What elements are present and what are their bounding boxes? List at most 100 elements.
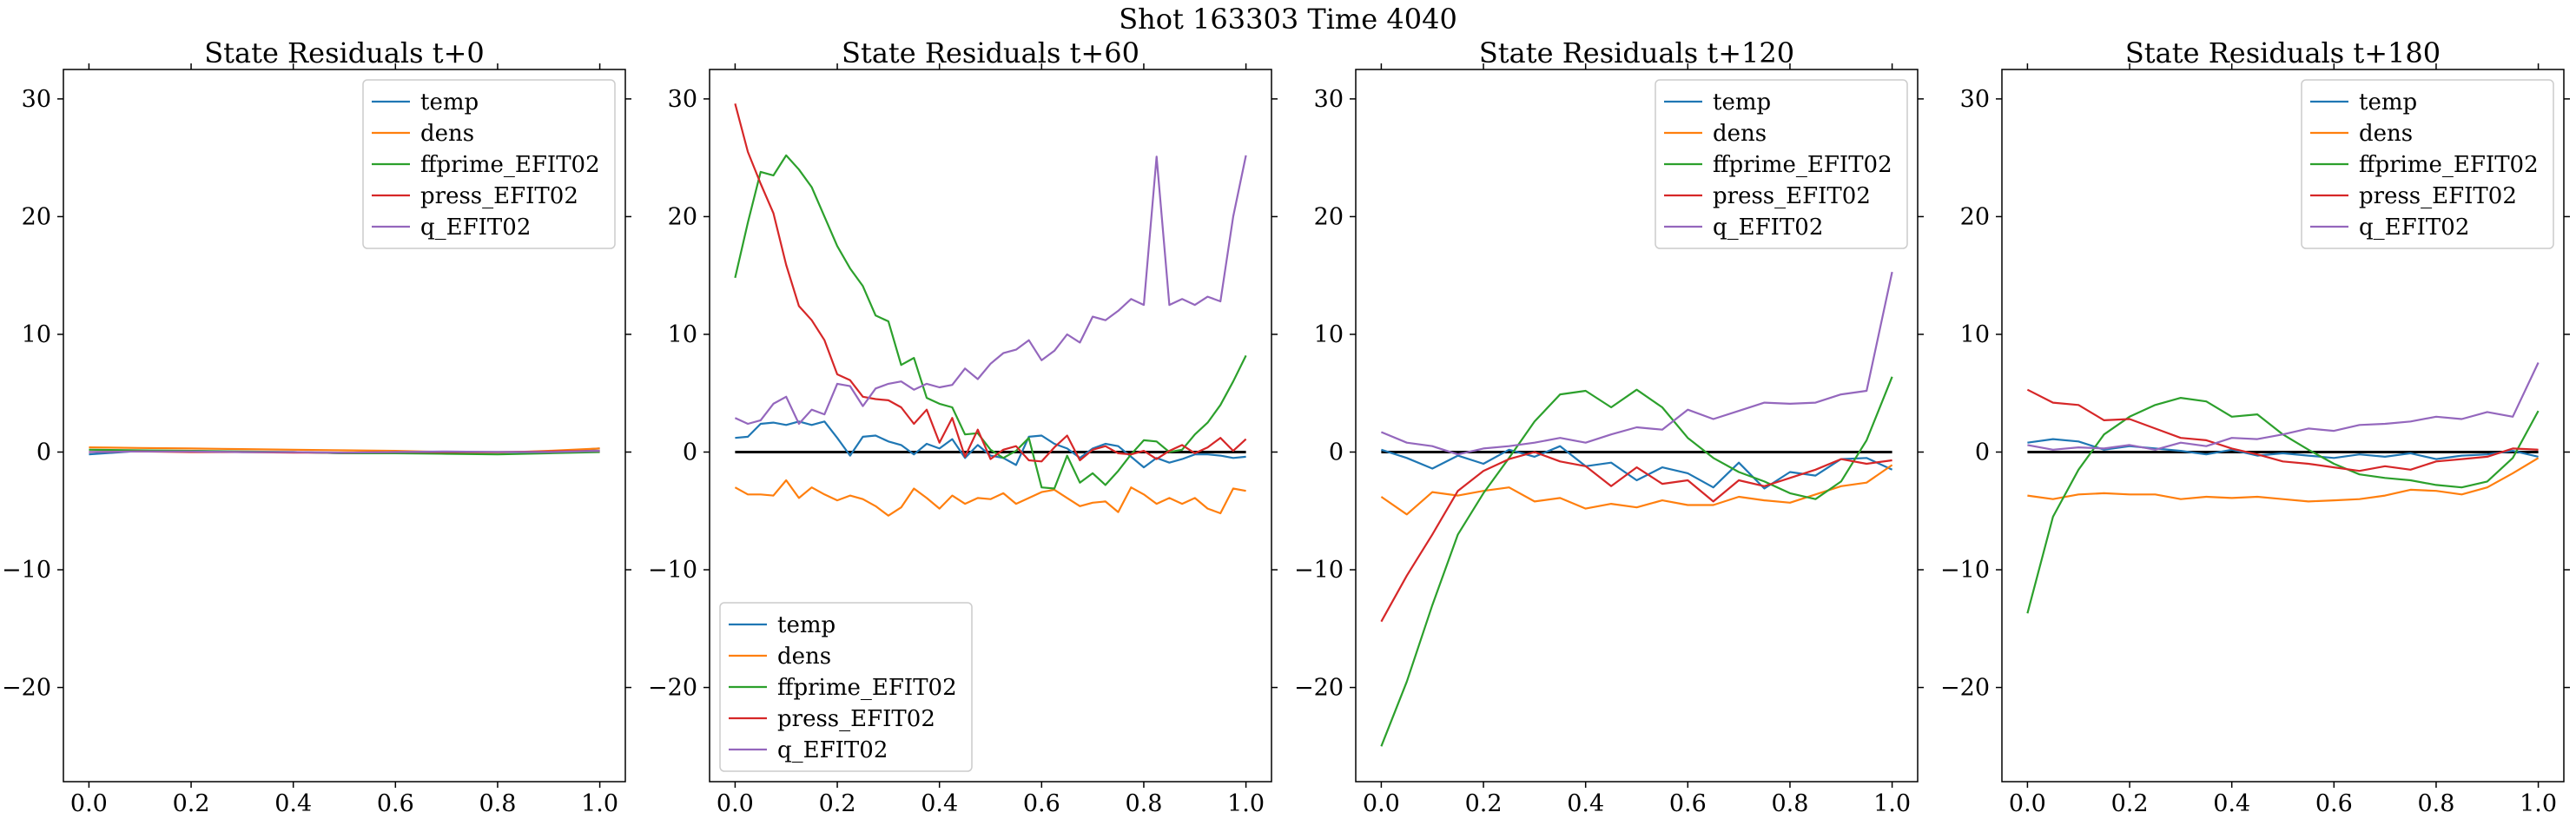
x-tick-label: 1.0	[1227, 790, 1265, 817]
series-line-q-efit02	[1380, 271, 1893, 456]
y-tick-label: 0	[683, 439, 697, 466]
x-tick-label: 1.0	[1873, 790, 1911, 817]
y-tick-label: 10	[668, 321, 697, 348]
series-line-press-efit02	[734, 103, 1247, 463]
series-line-temp	[1381, 445, 1893, 490]
legend-entry: temp	[2359, 89, 2417, 116]
y-tick-label: −20	[648, 675, 697, 702]
x-tick-label: 0.6	[1669, 790, 1707, 817]
legend-entry: dens	[1713, 121, 1767, 147]
y-tick-label: 20	[1314, 203, 1344, 230]
legend: temp dens ffprime_EFIT02 press_EFIT02 q_EFIT…	[719, 602, 973, 772]
x-tick-label: 0.0	[70, 790, 108, 817]
legend-entry: q_EFIT02	[1713, 215, 1823, 241]
legend-entry: temp	[777, 612, 836, 638]
x-tick-label: 0.2	[173, 790, 210, 817]
series-line-press-efit02	[1380, 451, 1892, 623]
panel-3: State Residuals t+120 0.0 0.2 0.4 0.6 0.8 1.0 −…	[1294, 36, 1924, 817]
x-tick-label: 0.6	[1023, 790, 1060, 817]
x-tick-label: 0.8	[2417, 790, 2454, 817]
series-line-ffprime-efit02	[734, 154, 1247, 490]
legend-entry: ffprime_EFIT02	[420, 152, 600, 178]
legend-box	[1655, 79, 1908, 249]
x-tick-label: 0.0	[717, 790, 754, 817]
y-tick-label: 30	[668, 86, 697, 113]
series-line-q-efit02	[734, 155, 1247, 426]
y-tick-label: −20	[1940, 675, 1990, 702]
y-tick-label: 10	[1960, 321, 1990, 348]
y-tick-label: 20	[668, 203, 697, 230]
x-tick-label: 0.4	[921, 790, 958, 817]
y-tick-label: 10	[22, 321, 51, 348]
x-tick-label: 0.8	[479, 790, 516, 817]
panel-4: State Residuals t+180 0.0 0.2 0.4 0.6 0.8 1.0 −…	[1940, 36, 2570, 817]
series-line-temp	[735, 420, 1246, 469]
y-tick-label: −10	[1940, 557, 1990, 584]
legend-box	[719, 602, 973, 772]
series-line-dens	[734, 479, 1246, 517]
legend-entry: press_EFIT02	[777, 706, 935, 732]
panel-2: State Residuals t+60 0.0 0.2 0.4 0.6 0.8 1.0 −2…	[648, 36, 1278, 817]
series-line-temp	[2027, 438, 2539, 460]
x-tick-label: 1.0	[581, 790, 618, 817]
y-tick-label: 10	[1314, 321, 1344, 348]
x-tick-label: 0.2	[2111, 790, 2149, 817]
legend-entry: q_EFIT02	[777, 737, 888, 763]
legend-entry: dens	[2359, 121, 2413, 147]
series-line-q-efit02	[2027, 362, 2540, 451]
legend-entry: ffprime_EFIT02	[2359, 152, 2539, 178]
y-tick-label: −20	[2, 675, 51, 702]
legend-entry: press_EFIT02	[2359, 183, 2517, 209]
y-tick-label: −20	[1294, 675, 1344, 702]
legend-entry: temp	[1713, 89, 1771, 116]
legend-entry: dens	[777, 644, 831, 670]
y-tick-label: 30	[1960, 86, 1990, 113]
legend-entry: ffprime_EFIT02	[777, 675, 957, 701]
y-tick-label: −10	[1294, 557, 1344, 584]
series-line-press-efit02	[2026, 388, 2539, 472]
series-line-ffprime-efit02	[2026, 397, 2540, 614]
legend: temp dens ffprime_EFIT02 press_EFIT02 q_EFIT…	[1655, 79, 1908, 249]
axes-frame	[709, 69, 1272, 783]
legend-box	[2301, 79, 2554, 249]
series-line-ffprime-efit02	[1380, 376, 1893, 747]
x-tick-label: 0.8	[1771, 790, 1808, 817]
legend-entry: q_EFIT02	[420, 215, 531, 241]
axes-frame	[1355, 69, 1919, 783]
y-tick-label: −10	[648, 557, 697, 584]
y-tick-label: −10	[2, 557, 51, 584]
legend-entry: press_EFIT02	[420, 183, 578, 209]
y-tick-label: 0	[1975, 439, 1990, 466]
legend-entry: q_EFIT02	[2359, 215, 2469, 241]
panel-title: State Residuals t+180	[2125, 36, 2441, 69]
x-tick-label: 0.4	[2213, 790, 2250, 817]
axes-frame	[63, 69, 626, 783]
legend-entry: temp	[420, 89, 479, 116]
x-tick-label: 0.4	[1567, 790, 1604, 817]
x-tick-label: 0.2	[819, 790, 856, 817]
x-tick-label: 0.8	[1125, 790, 1162, 817]
y-tick-label: 20	[22, 203, 51, 230]
legend-entry: dens	[420, 121, 474, 147]
legend-entry: ffprime_EFIT02	[1713, 152, 1892, 178]
y-tick-label: 0	[36, 439, 51, 466]
series-line-q-efit02	[89, 450, 600, 454]
series-line-dens	[2027, 457, 2540, 503]
figure-suptitle: Shot 163303 Time 4040	[1119, 3, 1457, 36]
x-tick-label: 0.0	[1363, 790, 1400, 817]
y-tick-label: 20	[1960, 203, 1990, 230]
x-tick-label: 0.6	[377, 790, 414, 817]
panel-title: State Residuals t+0	[204, 36, 485, 69]
axes-frame	[2001, 69, 2565, 783]
x-tick-label: 0.4	[274, 790, 312, 817]
legend: temp dens ffprime_EFIT02 press_EFIT02 q_EFIT…	[2301, 79, 2554, 249]
legend: temp dens ffprime_EFIT02 press_EFIT02 q_EFIT…	[362, 79, 616, 249]
x-tick-label: 0.6	[2315, 790, 2353, 817]
y-tick-label: 30	[1314, 86, 1344, 113]
y-tick-label: 0	[1329, 439, 1344, 466]
panel-1: State Residuals t+0 0.0 0.2 0.4 0.6 0.8 1.0 −20…	[2, 36, 631, 817]
legend-entry: press_EFIT02	[1713, 183, 1871, 209]
x-tick-label: 1.0	[2520, 790, 2557, 817]
x-tick-label: 0.0	[2009, 790, 2046, 817]
